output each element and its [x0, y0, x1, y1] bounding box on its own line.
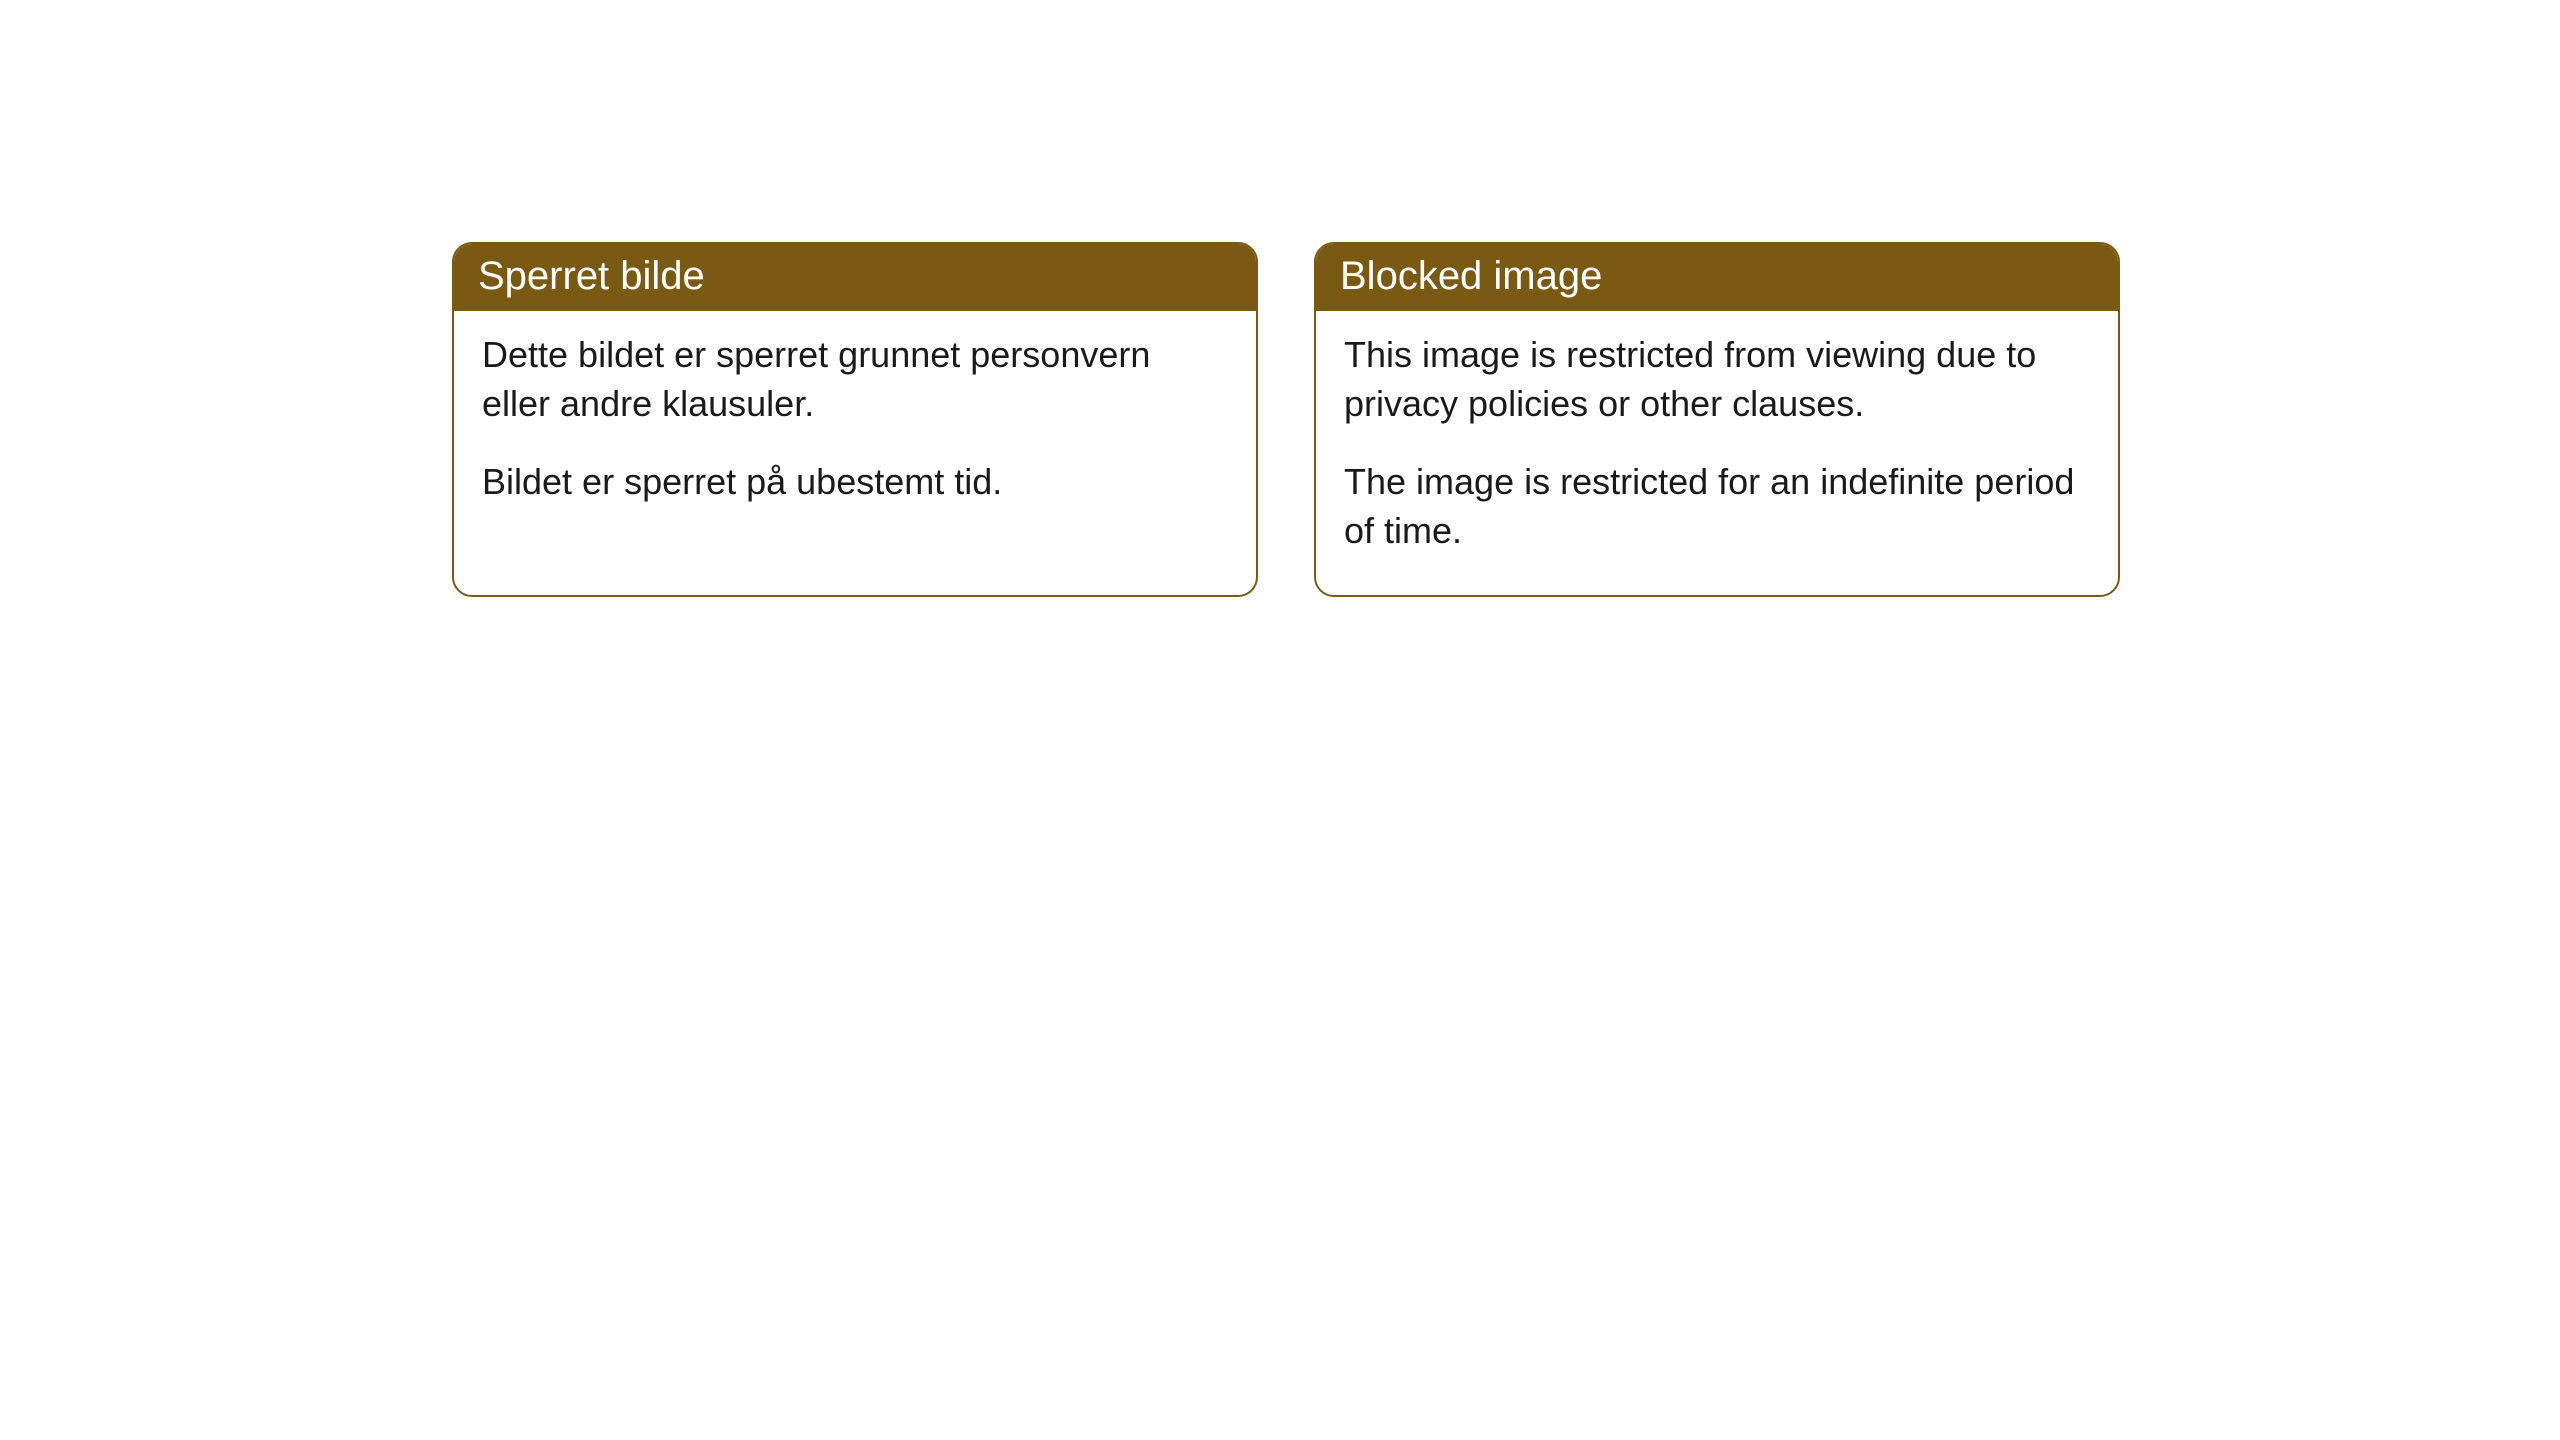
card-paragraph-1: This image is restricted from viewing du…: [1344, 331, 2090, 428]
card-body-english: This image is restricted from viewing du…: [1316, 311, 2118, 595]
card-paragraph-1: Dette bildet er sperret grunnet personve…: [482, 331, 1228, 428]
card-title: Blocked image: [1340, 254, 1602, 298]
card-paragraph-2: The image is restricted for an indefinit…: [1344, 458, 2090, 555]
card-norwegian: Sperret bilde Dette bildet er sperret gr…: [452, 242, 1258, 597]
card-paragraph-2: Bildet er sperret på ubestemt tid.: [482, 458, 1228, 507]
cards-container: Sperret bilde Dette bildet er sperret gr…: [452, 242, 2120, 597]
card-header-english: Blocked image: [1316, 244, 2118, 311]
card-english: Blocked image This image is restricted f…: [1314, 242, 2120, 597]
card-body-norwegian: Dette bildet er sperret grunnet personve…: [454, 311, 1256, 547]
card-title: Sperret bilde: [478, 254, 705, 298]
card-header-norwegian: Sperret bilde: [454, 244, 1256, 311]
